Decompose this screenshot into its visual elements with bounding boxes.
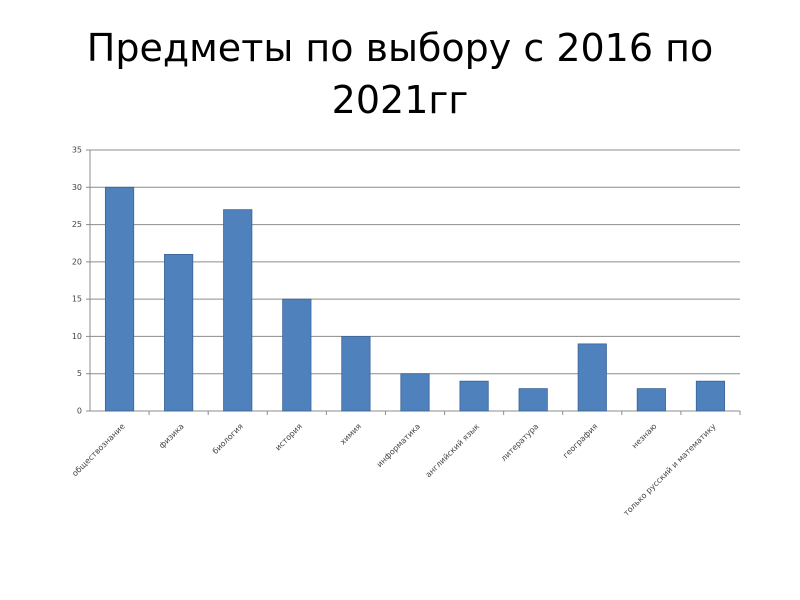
- bar: [164, 253, 194, 412]
- x-tick-label: литература: [499, 422, 540, 463]
- x-tick-label: биология: [211, 422, 245, 456]
- y-tick-label: 20: [72, 257, 82, 266]
- bar: [636, 388, 666, 412]
- chart-title: Предметы по выбору с 2016 по 2021гг: [86, 26, 714, 122]
- x-tick-label: информатика: [375, 422, 422, 469]
- y-tick-label: 10: [72, 332, 82, 341]
- x-tick-label: только русский и математику: [622, 422, 718, 518]
- y-tick-label: 0: [77, 407, 82, 416]
- bar: [282, 298, 312, 412]
- x-tick-label: незнаю: [630, 422, 659, 451]
- bar: [400, 373, 430, 412]
- y-tick-label: 30: [72, 183, 82, 192]
- y-tick-label: 15: [72, 295, 82, 304]
- bar: [518, 388, 548, 412]
- x-tick-label: английский язык: [424, 422, 482, 480]
- y-tick-label: 5: [77, 369, 82, 378]
- y-tick-label: 25: [72, 220, 82, 229]
- bar: [577, 343, 607, 412]
- bar: [104, 186, 135, 412]
- x-tick-label: физика: [157, 422, 186, 451]
- bar: [223, 209, 253, 412]
- x-tick-label: история: [273, 422, 304, 453]
- y-tick-label: 35: [72, 146, 82, 155]
- x-tick-label: обществознание: [70, 422, 126, 478]
- bar: [695, 380, 726, 412]
- bar: [459, 380, 489, 412]
- x-tick-label: география: [561, 422, 599, 460]
- bar: [341, 336, 371, 412]
- x-tick-label: химия: [338, 422, 363, 447]
